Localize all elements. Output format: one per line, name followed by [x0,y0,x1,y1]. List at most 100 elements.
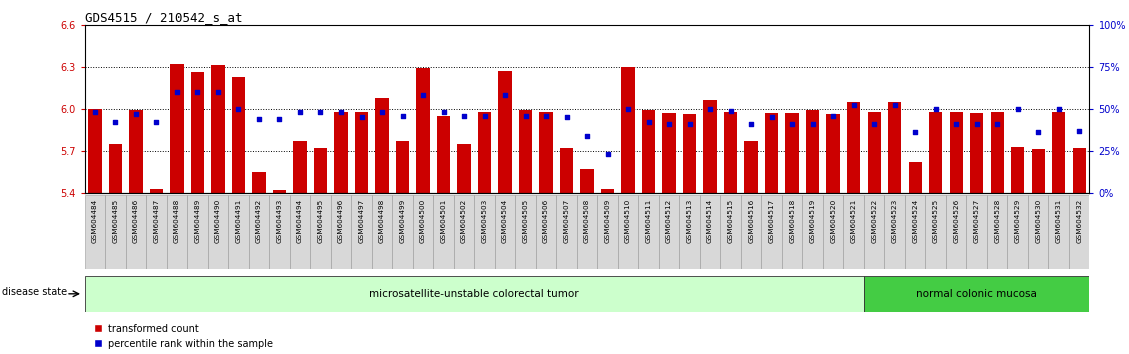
Text: GSM604527: GSM604527 [973,199,980,244]
Bar [231,76,245,193]
Point [1030,130,1048,135]
Bar [597,195,618,269]
Point [844,103,863,108]
Text: GSM604526: GSM604526 [953,199,960,244]
Bar [949,112,963,193]
Point [1008,106,1026,112]
Bar [208,195,228,269]
Text: GSM604530: GSM604530 [1035,199,1041,244]
Point [968,121,986,127]
Bar [211,65,225,193]
Bar [375,98,388,193]
Bar [663,113,676,193]
Point [865,121,883,127]
Bar [905,195,926,269]
Text: GSM604486: GSM604486 [133,199,139,244]
Bar [437,116,450,193]
Bar [457,144,471,193]
Point [824,113,842,118]
Point [229,106,247,112]
Point [988,121,1006,127]
Bar [638,195,659,269]
Text: GSM604504: GSM604504 [502,199,508,244]
Point [291,109,309,115]
Bar [314,148,327,193]
Text: GSM604487: GSM604487 [154,199,159,244]
Point [312,109,330,115]
Point [907,130,925,135]
Bar [498,71,511,193]
Bar [966,195,987,269]
Bar [929,112,943,193]
Text: normal colonic mucosa: normal colonic mucosa [917,289,1038,299]
Point [885,103,903,108]
Text: GSM604520: GSM604520 [830,199,837,244]
Text: GSM604498: GSM604498 [379,199,385,244]
Text: GSM604508: GSM604508 [584,199,590,244]
Bar [703,101,717,193]
Bar [85,276,864,312]
Text: GSM604532: GSM604532 [1076,199,1083,244]
Bar [720,195,741,269]
Bar [519,110,532,193]
Text: GSM604494: GSM604494 [297,199,303,244]
Bar [744,141,758,193]
Text: GSM604505: GSM604505 [523,199,528,244]
Text: GSM604517: GSM604517 [769,199,774,244]
Bar [130,110,142,193]
Point [414,93,432,98]
Text: GSM604525: GSM604525 [933,199,938,244]
Text: GSM604522: GSM604522 [872,199,877,244]
Text: GSM604531: GSM604531 [1056,199,1061,244]
Bar [560,148,574,193]
Text: GSM604523: GSM604523 [892,199,898,244]
Bar [1073,148,1086,193]
Text: GSM604492: GSM604492 [256,199,262,244]
Bar [85,195,105,269]
Point [250,116,268,122]
Text: GSM604502: GSM604502 [461,199,467,244]
Text: GSM604490: GSM604490 [215,199,221,244]
Bar [782,195,803,269]
Point [660,121,679,127]
Point [639,120,657,125]
Point [352,114,370,120]
Point [271,116,289,122]
Bar [864,276,1089,312]
Text: GSM604507: GSM604507 [563,199,569,244]
Text: GSM604509: GSM604509 [605,199,611,244]
Point [742,121,760,127]
Bar [269,195,290,269]
Bar [474,195,495,269]
Bar [765,113,778,193]
Point [106,120,124,125]
Text: GSM604514: GSM604514 [707,199,714,244]
Bar [680,195,700,269]
Point [455,113,473,118]
Point [537,113,555,118]
Text: GSM604518: GSM604518 [789,199,795,244]
Bar [683,114,697,193]
Bar [146,195,167,269]
Bar [826,114,840,193]
Point [496,93,514,98]
Bar [273,190,286,193]
Text: GSM604524: GSM604524 [912,199,918,244]
Point [1050,106,1068,112]
Bar [884,195,905,269]
Bar [413,195,434,269]
Bar [990,112,1004,193]
Bar [864,195,884,269]
Bar [909,162,922,193]
Bar [371,195,392,269]
Bar [926,195,946,269]
Bar [1032,149,1044,193]
Text: disease state: disease state [2,287,67,297]
Bar [1029,195,1049,269]
Text: GSM604499: GSM604499 [400,199,405,244]
Point [578,133,596,139]
Text: GSM604491: GSM604491 [236,199,242,244]
Bar [700,195,720,269]
Bar [167,195,187,269]
Text: GSM604484: GSM604484 [91,199,98,244]
